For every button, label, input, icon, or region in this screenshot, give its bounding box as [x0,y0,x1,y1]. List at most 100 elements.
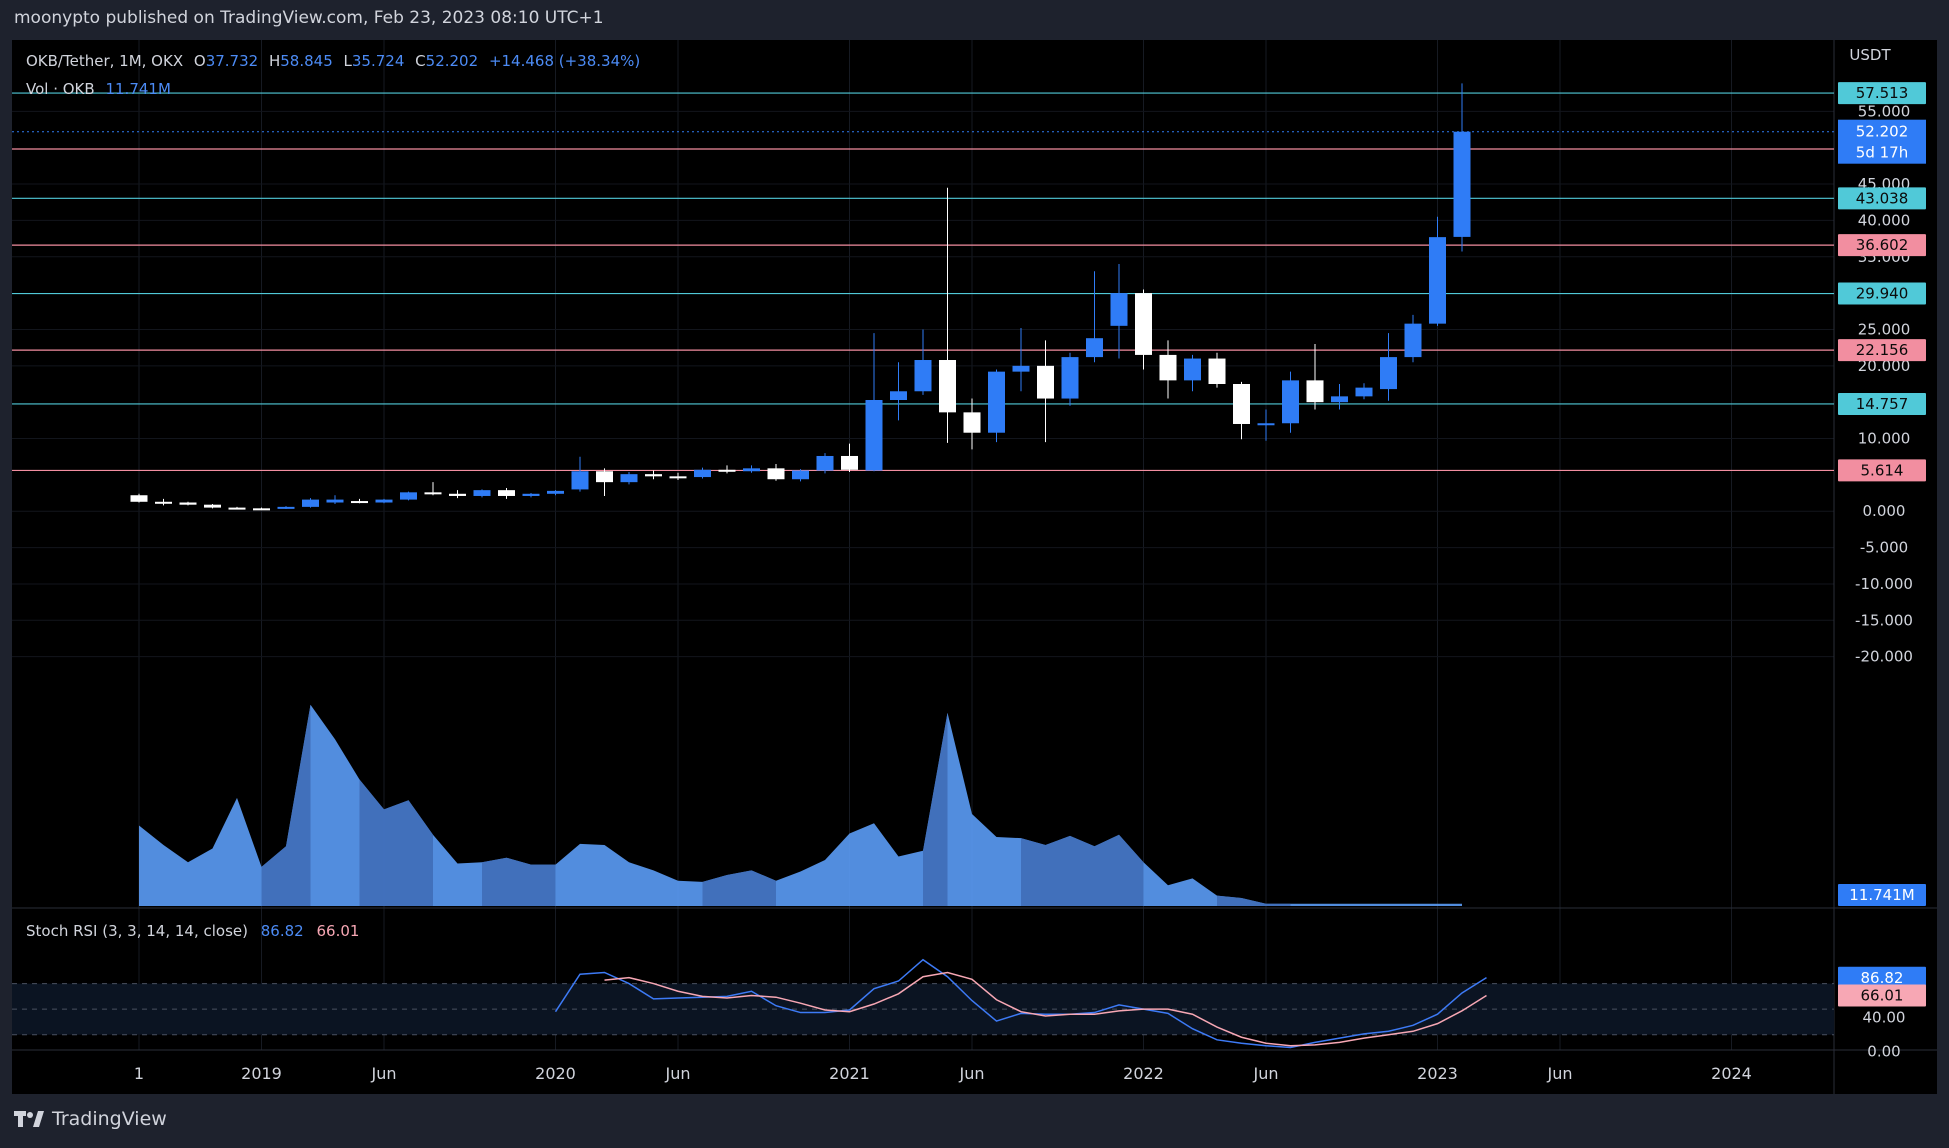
candle-body-40 [1110,293,1128,326]
candle-body-38 [1061,357,1079,399]
legend-o-label: O [193,52,206,70]
candle-body-35 [988,371,1005,433]
level-badge-0: 57.513 [1856,84,1909,102]
candle-body-48 [1306,380,1324,403]
candle-body-22 [669,476,687,479]
candle-body-1 [155,501,172,504]
legend-open: 37.732 [205,52,259,70]
tradingview-logo-icon [14,1111,44,1127]
candle-body-19 [596,471,613,483]
time-tick-label-6: Jun [959,1064,985,1083]
candle-body-53 [1429,237,1446,324]
countdown-badge: 5d 17h [1856,144,1908,162]
candle-body-20 [620,474,638,483]
level-badge-2: 43.038 [1856,189,1909,207]
candle-body-16 [522,493,540,496]
candle-body-11 [400,492,417,500]
level-badge-5: 22.156 [1856,341,1909,359]
volume-band-4 [923,712,948,906]
candle-body-9 [351,501,368,504]
stoch-d-badge: 66.01 [1861,986,1904,1004]
volume-badge: 11.741M [1849,886,1914,904]
publisher-line: moonypto published on TradingView.com, F… [14,8,604,28]
chart-canvas[interactable]: USDT55.00045.00040.00035.00025.00020.000… [12,40,1937,1094]
last-price-badge: 52.202 [1856,123,1909,141]
candle-body-31 [890,391,907,400]
time-tick-label-1: 2019 [241,1064,282,1083]
level-badge-7: 5.614 [1861,461,1904,479]
legend-c-label: C [415,52,426,70]
candle-body-25 [743,468,760,472]
price-tick-label-4: 25.000 [1858,320,1911,338]
candle-body-50 [1355,387,1373,397]
level-badge-7-bg [1838,459,1926,482]
candle-body-17 [547,490,564,494]
level-badge-0-bg [1838,82,1926,105]
candle-body-23 [694,469,711,478]
legend-h-label: H [268,52,281,70]
candle-body-42 [1159,354,1177,381]
level-badge-3: 36.602 [1856,236,1909,254]
candle-body-29 [841,455,858,470]
candle-body-18 [571,471,589,490]
candle-body-4 [228,507,246,510]
price-tick-label-9: -10.000 [1855,575,1913,593]
volume-badge-bg [1838,884,1926,906]
candle-body-44 [1208,358,1226,384]
level-badge-6-bg [1838,392,1926,415]
stoch-d-line [604,971,1487,1047]
level-badge-6: 14.757 [1856,395,1909,413]
stoch-d-value: 66.01 [316,922,360,940]
candle-body-6 [277,506,295,509]
price-tick-label-0: 55.000 [1858,102,1911,120]
price-tick-label-7: 0.000 [1863,502,1906,520]
volume-band-1 [359,779,433,906]
legend-l-label: L [343,52,352,70]
price-tick-label-5: 20.000 [1858,357,1911,375]
candle-body-0 [130,495,148,502]
candle-body-36 [1012,365,1030,372]
stoch-legend: Stoch RSI (3, 3, 14, 14, close) 86.82 66… [26,922,359,940]
price-axis-unit: USDT [1849,46,1891,64]
candle-body-52 [1404,323,1422,358]
stoch-title: Stoch RSI (3, 3, 14, 14, close) [26,922,248,940]
candle-body-10 [375,499,393,503]
candle-body-24 [718,469,736,472]
price-tick-label-6: 10.000 [1858,430,1911,448]
stoch-k-badge-bg [1838,966,1926,989]
level-badge-5-bg [1838,339,1926,362]
candle-body-26 [767,468,785,480]
candle-body-51 [1380,357,1397,390]
chart-frame[interactable]: USDT 55.000 45.000 40.000 35.000 25.000 20.000… [12,40,1937,1094]
level-badge-4-bg [1838,282,1926,305]
legend-high: 58.845 [280,52,333,70]
level-badge-2-bg [1838,187,1926,210]
candle-body-46 [1257,423,1275,426]
candle-body-43 [1184,358,1201,381]
time-tick-label-8: Jun [1253,1064,1279,1083]
price-tick-label-2: 40.000 [1858,211,1911,229]
time-tick-label-5: 2021 [829,1064,870,1083]
candle-body-34 [963,412,981,433]
candle-body-27 [792,470,809,480]
candle-body-8 [326,499,344,503]
legend-symbol: OKB/Tether, 1M, OKX [26,52,184,70]
time-tick-label-4: Jun [665,1064,691,1083]
candle-body-7 [302,499,319,507]
candle-body-37 [1037,365,1054,399]
last-price-badge-bg [1838,119,1926,164]
time-tick-label-2: Jun [371,1064,397,1083]
candle-body-47 [1282,380,1299,424]
footer-brand: TradingView [52,1108,167,1130]
price-tick-label-8: -5.000 [1860,539,1908,557]
time-tick-label-9: 2023 [1417,1064,1458,1083]
candle-body-32 [914,360,932,392]
candle-body-54 [1453,131,1471,237]
stoch-k-badge: 86.82 [1861,969,1904,987]
volume-value: 11.741M [105,80,171,98]
legend-change: +14.468 (+38.34%) [488,52,641,70]
stoch-d-badge-bg [1838,984,1926,1007]
time-tick-label-3: 2020 [535,1064,576,1083]
legend-close: 52.202 [425,52,479,70]
candle-body-30 [865,399,883,471]
